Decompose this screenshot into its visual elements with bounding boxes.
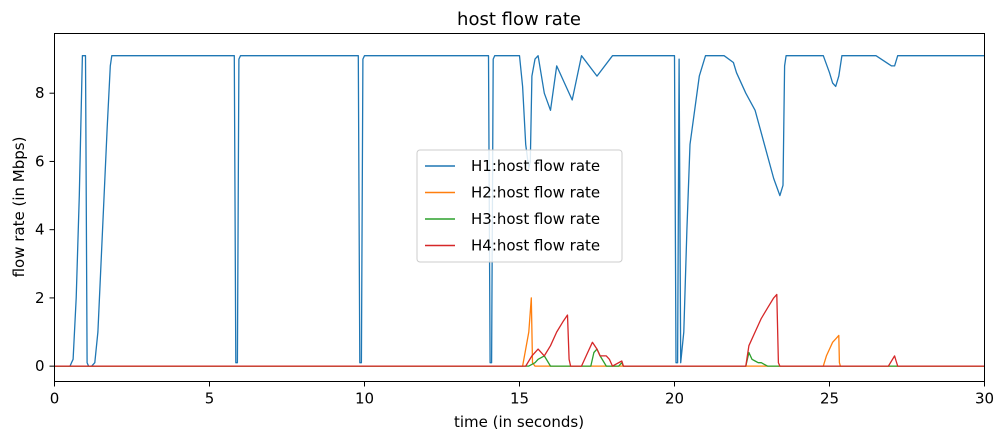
y-tick-label: 4 <box>35 221 45 239</box>
x-tick-label: 10 <box>355 390 374 408</box>
series-line-h4 <box>54 293 985 367</box>
x-axis-label: time (in seconds) <box>454 413 584 431</box>
series-line-h1 <box>54 55 985 367</box>
y-axis: 0 2 4 6 8 <box>35 84 55 375</box>
y-tick-label: 6 <box>35 152 45 170</box>
y-axis-label: flow rate (in Mbps) <box>10 137 28 278</box>
x-tick-label: 25 <box>820 390 839 408</box>
legend: H1:host flow rate H2:host flow rate H3:hos… <box>416 149 623 263</box>
x-tick-label: 20 <box>665 390 684 408</box>
x-tick-label: 15 <box>510 390 529 408</box>
legend-label-h4: H4:host flow rate <box>471 237 600 255</box>
chart-title: host flow rate <box>457 9 581 30</box>
series-line-h3 <box>54 348 985 367</box>
x-tick-label: 5 <box>205 390 215 408</box>
legend-label-h3: H3:host flow rate <box>471 210 600 228</box>
x-tick-label: 0 <box>50 390 60 408</box>
y-tick-label: 0 <box>35 357 45 375</box>
x-tick-label: 30 <box>975 390 994 408</box>
series-line-h2 <box>54 297 985 367</box>
legend-label-h1: H1:host flow rate <box>471 157 600 175</box>
y-tick-label: 8 <box>35 84 45 102</box>
legend-label-h2: H2:host flow rate <box>471 184 600 202</box>
series-layer <box>54 55 985 367</box>
y-tick-label: 2 <box>35 289 45 307</box>
legend-box <box>416 149 623 263</box>
x-axis: 0 5 10 15 20 25 30 <box>50 381 994 408</box>
